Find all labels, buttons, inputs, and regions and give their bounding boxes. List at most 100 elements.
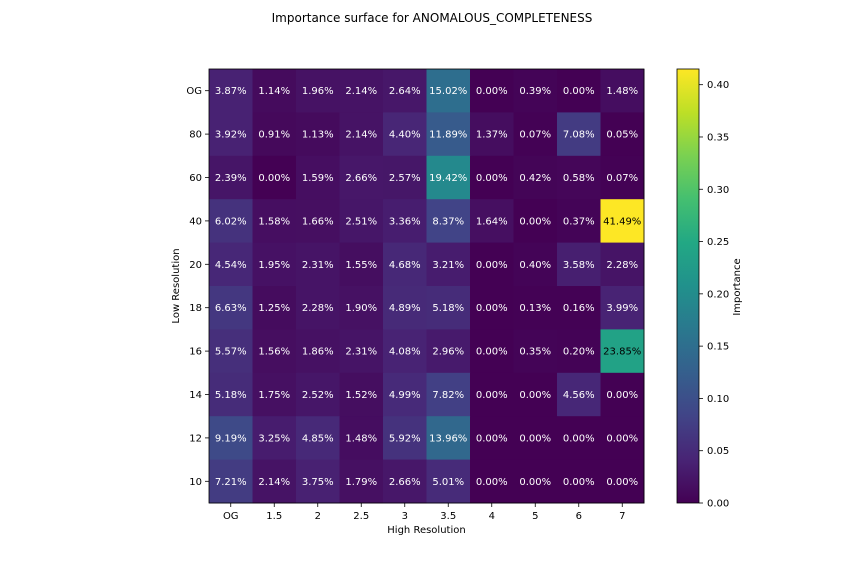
heatmap-cell-labels: 3.87% 1.14% 1.96% 2.14% 2.64% 15.02% 0.00% 0.39… bbox=[215, 86, 641, 488]
cell-value-label: 1.56% bbox=[258, 347, 290, 358]
colorbar bbox=[676, 68, 700, 504]
heatmap-cell bbox=[470, 155, 514, 200]
heatmap-cell bbox=[470, 459, 514, 504]
heatmap-cell bbox=[383, 155, 427, 200]
cell-value-label: 3.87% bbox=[215, 86, 247, 97]
heatmap-cell bbox=[339, 199, 384, 244]
cell-value-label: 0.13% bbox=[519, 303, 551, 314]
heatmap-cell bbox=[209, 199, 253, 244]
cell-value-label: 2.31% bbox=[302, 260, 334, 271]
heatmap-cell bbox=[209, 459, 253, 504]
heatmap-cell bbox=[339, 416, 384, 461]
y-tick-label: 12 bbox=[189, 433, 202, 444]
heatmap-cell bbox=[470, 112, 514, 157]
cell-value-label: 2.66% bbox=[345, 173, 377, 184]
heatmap-cell bbox=[513, 199, 558, 244]
cell-value-label: 0.00% bbox=[563, 433, 595, 444]
heatmap-cell bbox=[426, 329, 471, 374]
heatmap-cell bbox=[513, 459, 558, 504]
heatmap-cell bbox=[339, 242, 384, 287]
cell-value-label: 0.07% bbox=[606, 173, 638, 184]
heatmap-cell bbox=[252, 199, 297, 244]
heatmap-cell bbox=[513, 372, 558, 417]
cell-value-label: 1.52% bbox=[345, 390, 377, 401]
heatmap-cell bbox=[470, 69, 514, 113]
heatmap-cell bbox=[470, 329, 514, 374]
cell-value-label: 41.49% bbox=[603, 216, 641, 227]
heatmap-cell bbox=[426, 459, 471, 504]
heatmap-cell bbox=[252, 112, 297, 157]
cell-value-label: 4.56% bbox=[563, 390, 595, 401]
heatmap-cell bbox=[513, 329, 558, 374]
cell-value-label: 0.00% bbox=[476, 390, 508, 401]
cell-value-label: 2.14% bbox=[345, 86, 377, 97]
x-tick-label: OG bbox=[223, 511, 239, 522]
heatmap-cell bbox=[557, 242, 601, 287]
heatmap-cell bbox=[296, 112, 340, 157]
heatmap-cell bbox=[426, 372, 471, 417]
heatmap-cell bbox=[339, 69, 384, 113]
heatmap-cell bbox=[426, 416, 471, 461]
cell-value-label: 1.14% bbox=[258, 86, 290, 97]
cell-value-label: 1.75% bbox=[258, 390, 290, 401]
heatmap-cell bbox=[426, 155, 471, 200]
cell-value-label: 0.00% bbox=[476, 86, 508, 97]
cell-value-label: 0.91% bbox=[258, 130, 290, 141]
heatmap-cell bbox=[383, 372, 427, 417]
cell-value-label: 23.85% bbox=[603, 347, 641, 358]
heatmap-cell bbox=[557, 286, 601, 330]
x-tick-label: 3 bbox=[402, 511, 408, 522]
heatmap-cell bbox=[426, 242, 471, 287]
cell-value-label: 0.16% bbox=[563, 303, 595, 314]
heatmap-cell bbox=[339, 286, 384, 330]
heatmap-cell bbox=[557, 69, 601, 113]
cell-value-label: 7.21% bbox=[215, 477, 247, 488]
colorbar-tick-label: 0.00 bbox=[707, 499, 729, 510]
y-tick-label: 60 bbox=[189, 173, 202, 184]
cell-value-label: 2.31% bbox=[345, 347, 377, 358]
x-tick-label: 3.5 bbox=[440, 511, 456, 522]
cell-value-label: 9.19% bbox=[215, 433, 247, 444]
y-axis-ticks: OG 80 60 40 20 18 16 14 12 10 bbox=[186, 86, 209, 488]
cell-value-label: 2.96% bbox=[432, 347, 464, 358]
colorbar-tick-label: 0.40 bbox=[707, 80, 729, 91]
cell-value-label: 0.58% bbox=[563, 173, 595, 184]
heatmap-cell bbox=[296, 69, 340, 113]
cell-value-label: 2.14% bbox=[258, 477, 290, 488]
heatmap-cells bbox=[209, 69, 645, 504]
colorbar-tick-label: 0.15 bbox=[707, 342, 729, 353]
cell-value-label: 0.00% bbox=[519, 477, 551, 488]
heatmap-cell bbox=[470, 199, 514, 244]
heatmap-cell bbox=[296, 199, 340, 244]
cell-value-label: 0.00% bbox=[258, 173, 290, 184]
cell-value-label: 1.59% bbox=[302, 173, 334, 184]
cell-value-label: 2.28% bbox=[606, 260, 638, 271]
cell-value-label: 0.00% bbox=[606, 390, 638, 401]
colorbar-tick-label: 0.05 bbox=[707, 446, 729, 457]
heatmap-cell bbox=[426, 286, 471, 330]
heatmap-cell bbox=[209, 372, 253, 417]
x-axis-ticks: OG 1.5 2 2.5 3 3.5 4 5 6 7 bbox=[223, 503, 625, 522]
cell-value-label: 0.00% bbox=[476, 347, 508, 358]
cell-value-label: 4.68% bbox=[389, 260, 421, 271]
y-tick-label: 10 bbox=[189, 477, 202, 488]
heatmap-cell bbox=[600, 155, 645, 200]
cell-value-label: 1.37% bbox=[476, 130, 508, 141]
cell-value-label: 1.86% bbox=[302, 347, 334, 358]
cell-value-label: 0.20% bbox=[563, 347, 595, 358]
heatmap-cell bbox=[252, 329, 297, 374]
cell-value-label: 5.57% bbox=[215, 347, 247, 358]
heatmap-cell bbox=[252, 155, 297, 200]
x-tick-label: 6 bbox=[576, 511, 582, 522]
heatmap-cell bbox=[252, 372, 297, 417]
heatmap-cell bbox=[470, 416, 514, 461]
cell-value-label: 0.00% bbox=[476, 477, 508, 488]
cell-value-label: 13.96% bbox=[429, 433, 467, 444]
cell-value-label: 0.00% bbox=[476, 260, 508, 271]
heatmap-cell bbox=[383, 416, 427, 461]
cell-value-label: 0.00% bbox=[606, 477, 638, 488]
heatmap-cell bbox=[252, 242, 297, 287]
heatmap-cell bbox=[557, 416, 601, 461]
cell-value-label: 0.07% bbox=[519, 130, 551, 141]
